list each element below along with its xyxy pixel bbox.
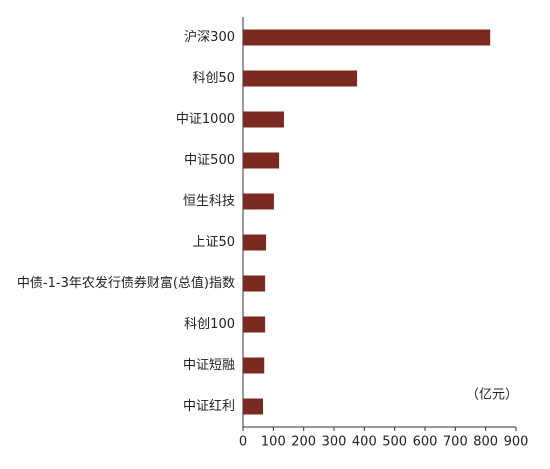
y-tick-label: 科创50 [192, 71, 235, 86]
y-tick-label: 沪深300 [184, 29, 235, 45]
y-tick-label: 科创100 [184, 317, 235, 332]
bar [243, 193, 274, 210]
bar [243, 316, 266, 333]
bar [243, 357, 265, 374]
bar [243, 398, 264, 415]
y-tick-label: 上证50 [192, 235, 235, 250]
bar [243, 111, 284, 128]
x-tick-label: 500 [382, 435, 407, 450]
bar [243, 29, 491, 46]
x-tick-label: 100 [261, 435, 286, 450]
x-tick-label: 0 [239, 435, 247, 450]
bar [243, 234, 267, 251]
y-tick-label: 中债-1-3年农发行债券财富(总值)指数 [17, 275, 235, 291]
y-tick-label: 恒生科技 [183, 194, 235, 209]
unit-annotation: （亿元） [466, 388, 518, 403]
x-tick-label: 900 [504, 435, 529, 450]
bar [243, 70, 358, 87]
bar [243, 275, 266, 292]
y-tick-label: 中证1000 [176, 112, 235, 127]
x-tick-label: 400 [352, 435, 377, 450]
y-tick-label: 中证红利 [183, 398, 235, 414]
x-tick-label: 700 [443, 435, 468, 450]
bar [243, 152, 280, 169]
x-tick-label: 800 [473, 435, 498, 450]
x-tick-label: 200 [291, 435, 316, 450]
y-tick-label: 中证短融 [183, 358, 235, 373]
x-tick-label: 300 [322, 435, 347, 450]
y-tick-label: 中证500 [184, 153, 235, 168]
x-tick-label: 600 [413, 435, 438, 450]
